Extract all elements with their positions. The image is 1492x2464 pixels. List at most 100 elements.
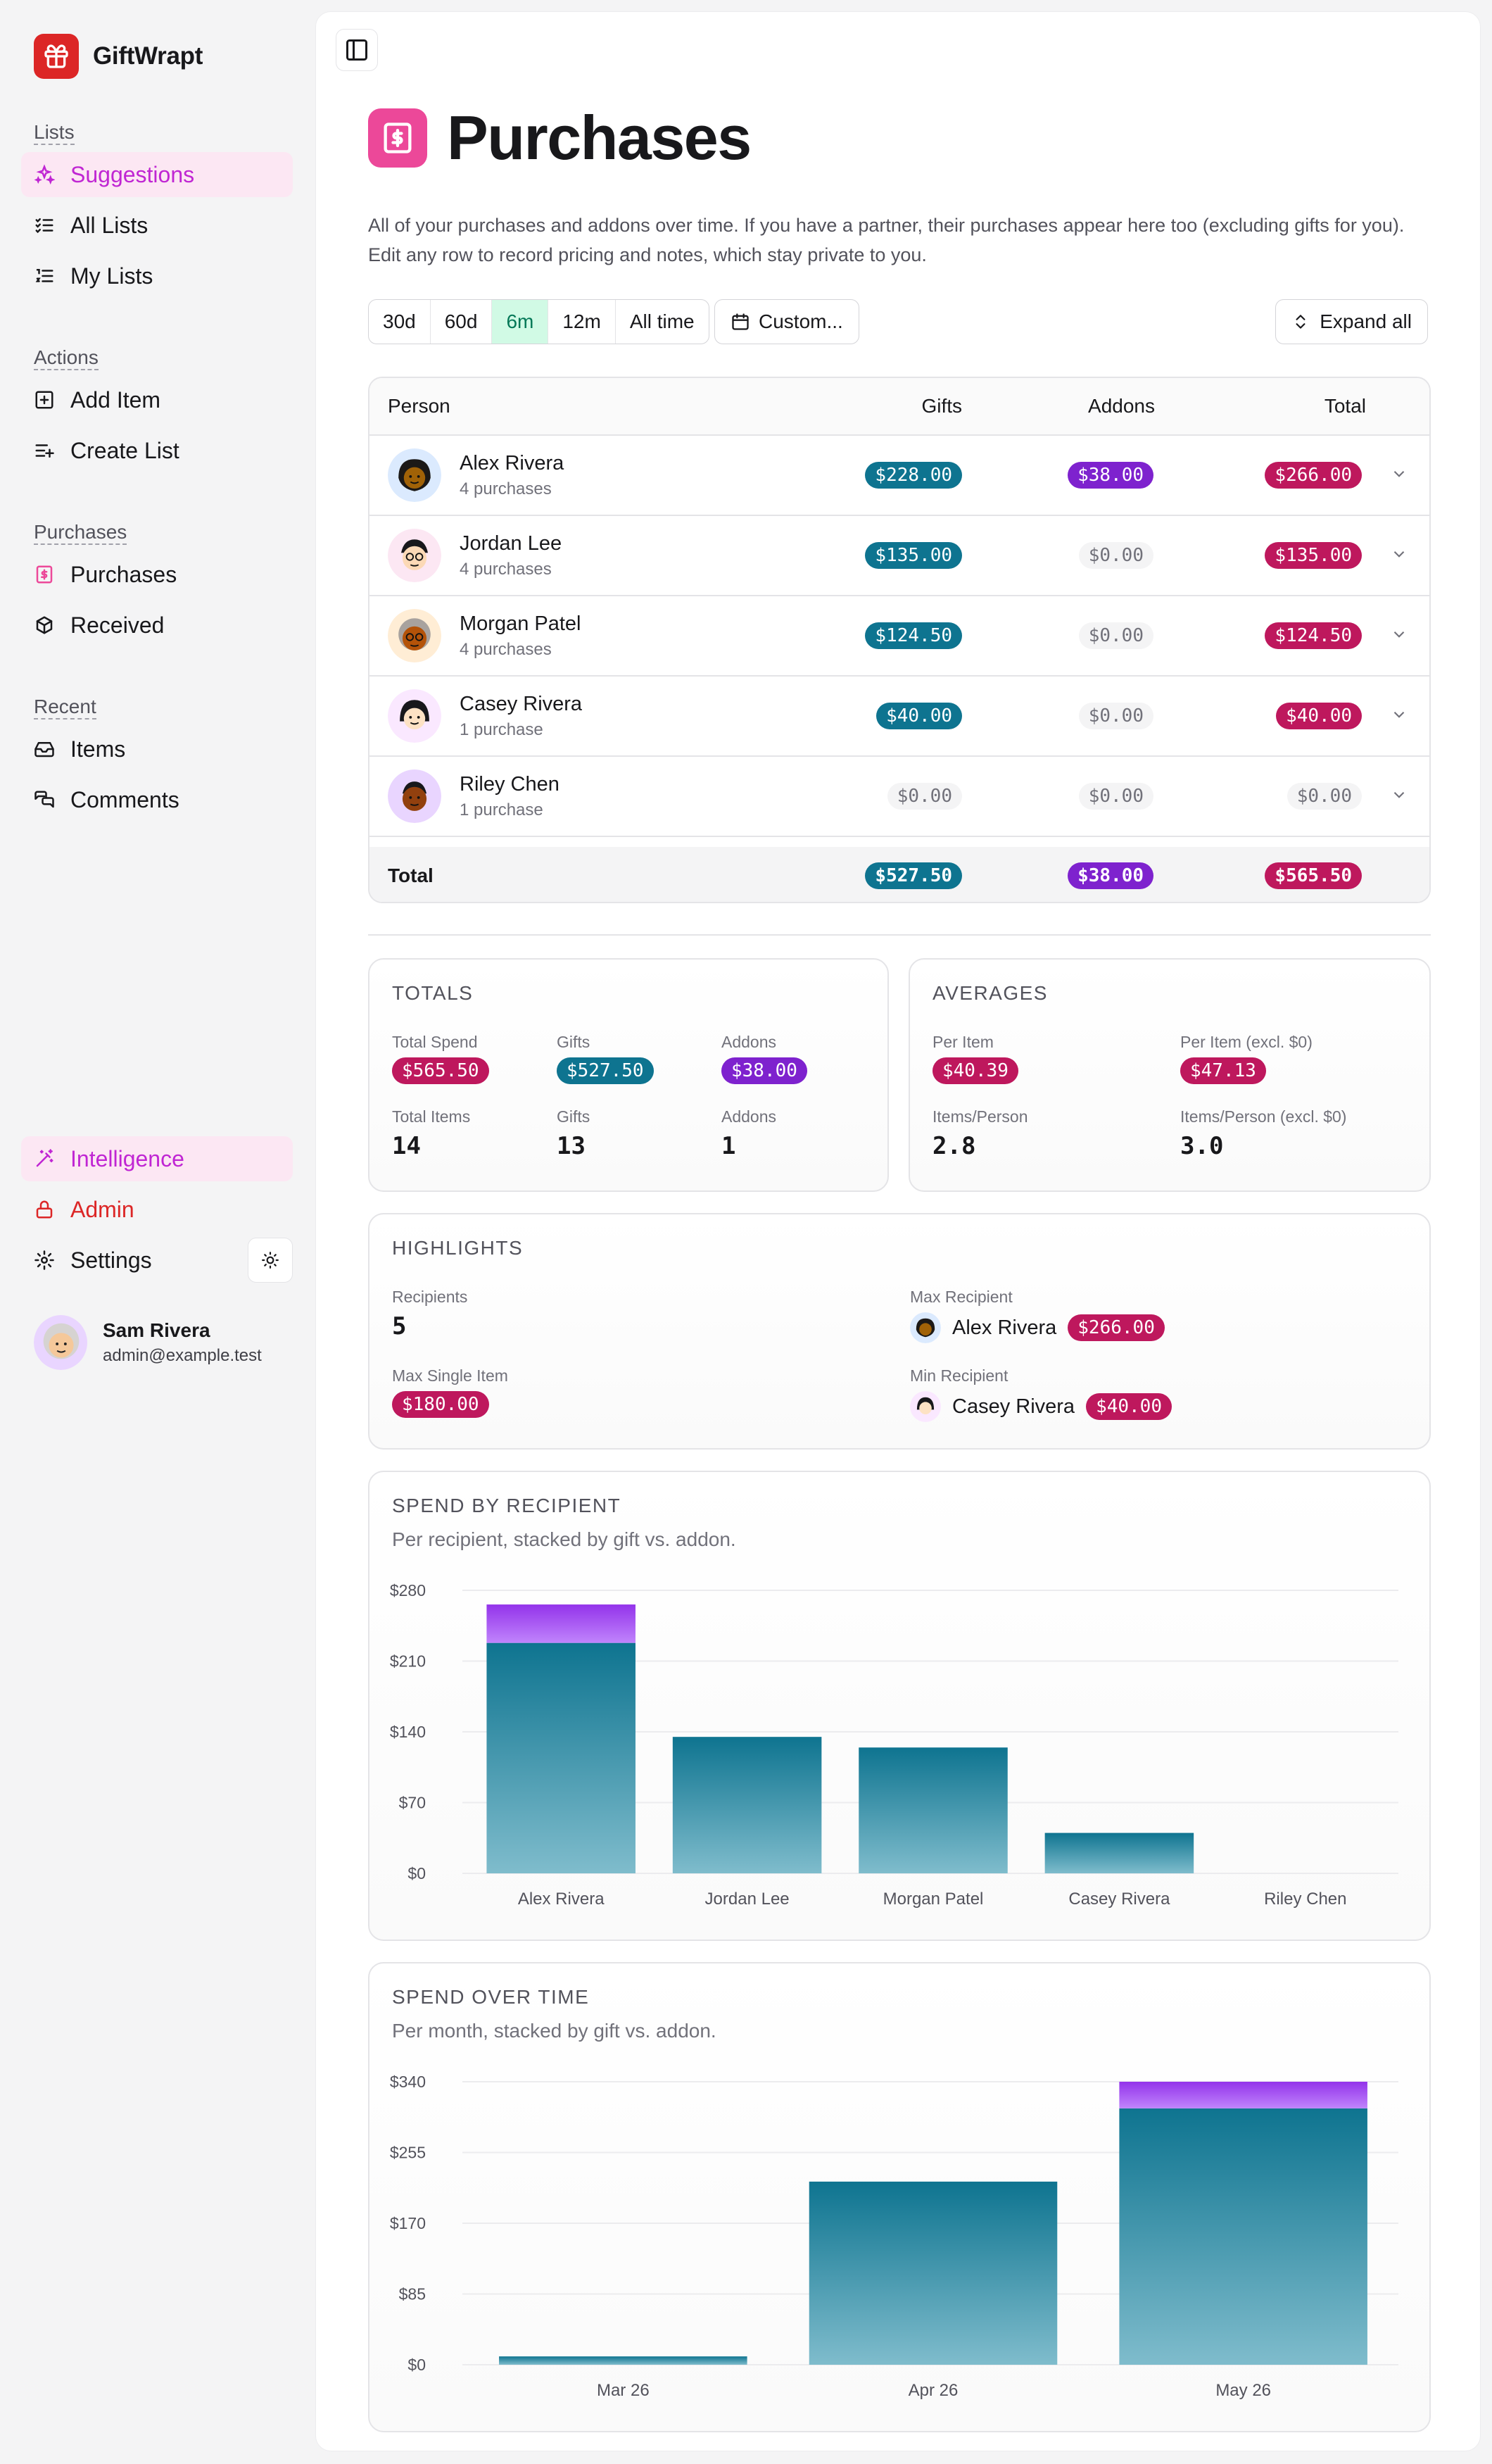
total-label: Total	[388, 865, 434, 886]
bar-gift[interactable]	[859, 1747, 1008, 1873]
lock-icon	[34, 1199, 55, 1220]
stat-label: Total Items	[392, 1107, 471, 1126]
chevron-down-icon[interactable]	[1390, 705, 1408, 727]
purchase-count: 1 purchase	[460, 719, 543, 739]
nav-group-title: Recent	[34, 696, 96, 719]
stat-label: Items/Person	[932, 1107, 1028, 1126]
purchase-count: 4 purchases	[460, 639, 552, 659]
chevron-down-icon[interactable]	[1390, 465, 1408, 486]
table-row[interactable]: Alex Rivera 4 purchases $228.00 $38.00 $2…	[369, 436, 1429, 516]
nav-group-title: Purchases	[34, 521, 127, 545]
bar-gift[interactable]	[1044, 1833, 1194, 1873]
chart-title: SPEND OVER TIME	[392, 1986, 590, 2008]
sidebar-item-label: Suggestions	[70, 161, 195, 187]
bar-addon[interactable]	[486, 1604, 636, 1643]
bar-gift[interactable]	[672, 1737, 822, 1873]
total-pill: $0.00	[1286, 783, 1362, 810]
stat-label: Gifts	[557, 1107, 590, 1126]
total-value: $135.00	[1265, 542, 1362, 569]
sidebar-toggle-button[interactable]	[336, 29, 378, 71]
x-tick-label: Alex Rivera	[518, 1890, 605, 1909]
sidebar-item-received[interactable]: Received	[21, 603, 293, 648]
table-row[interactable]: Riley Chen 1 purchase $0.00 $0.00 $0.00	[369, 757, 1429, 837]
user-card[interactable]: Sam Rivera admin@example.test	[34, 1315, 262, 1370]
chevrons-up-down-icon	[1296, 315, 1306, 329]
sidebar-item-add-item[interactable]: Add Item	[21, 377, 293, 422]
calendar-icon	[732, 313, 749, 330]
min-recipient-row: Casey Rivera $40.00	[910, 1391, 1172, 1422]
sidebar-item-settings[interactable]: Settings	[21, 1238, 293, 1283]
bar-addon[interactable]	[1119, 2082, 1367, 2108]
range-6m-button[interactable]: 6m	[492, 300, 549, 344]
expand-all-label: Expand all	[1320, 310, 1412, 332]
stat-value: $565.50	[392, 1057, 489, 1084]
total-value: $40.00	[1276, 703, 1362, 729]
inbox-icon	[34, 738, 55, 760]
bar-gift[interactable]	[1119, 2108, 1367, 2365]
stat-value: $527.50	[557, 1057, 654, 1084]
table-row[interactable]: Casey Rivera 1 purchase $40.00 $0.00 $40.…	[369, 677, 1429, 757]
list-plus-icon	[34, 440, 55, 461]
theme-toggle-button[interactable]	[248, 1238, 293, 1283]
stat-max-recipient: Max Recipient Alex Rivera $266.00	[910, 1288, 1165, 1343]
sidebar-item-my-lists[interactable]: My Lists	[21, 253, 293, 298]
stat-label: Addons	[721, 1033, 777, 1051]
nav-group-title: Lists	[34, 121, 75, 145]
gear-icon	[34, 1250, 55, 1271]
table-row[interactable]: Jordan Lee 4 purchases $135.00 $0.00 $135…	[369, 516, 1429, 596]
spend-over-time-card: SPEND OVER TIME Per month, stacked by gi…	[368, 1962, 1431, 2432]
range-all-time-button[interactable]: All time	[629, 310, 695, 332]
sidebar-item-intelligence[interactable]: Intelligence	[21, 1136, 293, 1181]
person-name: Alex Rivera	[460, 451, 564, 474]
bar-gift[interactable]	[499, 2356, 747, 2365]
sidebar-item-label: All Lists	[70, 212, 148, 238]
avatar	[388, 609, 441, 662]
y-tick-label: $0	[407, 1864, 426, 1882]
stat-value: 2.8	[932, 1132, 976, 1160]
custom-range-button[interactable]: Custom...	[714, 299, 859, 344]
stat-per-item-excl: Per Item (excl. $0) $47.13	[1180, 1033, 1313, 1084]
sidebar-item-admin[interactable]: Admin	[21, 1187, 293, 1232]
max-recipient-row: Alex Rivera $266.00	[910, 1312, 1165, 1343]
sidebar-item-create-list[interactable]: Create List	[21, 428, 293, 473]
stat-label: Max Recipient	[910, 1288, 1013, 1306]
y-tick-label: $140	[390, 1723, 426, 1741]
y-tick-label: $280	[390, 1581, 426, 1599]
custom-range-label: Custom...	[759, 310, 843, 332]
sidebar-item-comments[interactable]: Comments	[21, 777, 293, 822]
bar-gift[interactable]	[809, 2181, 1058, 2365]
grand-total: $565.50	[1265, 862, 1362, 889]
sidebar-item-purchases[interactable]: Purchases	[21, 552, 293, 597]
divider	[368, 934, 1431, 936]
stat-addons: Addons $38.00	[721, 1033, 807, 1084]
sidebar-item-all-lists[interactable]: All Lists	[21, 203, 293, 248]
range-12m-button[interactable]: 12m	[548, 300, 616, 344]
highlights-card: HIGHLIGHTS Recipients 5 Max Recipient Al…	[368, 1213, 1431, 1450]
sidebar-item-suggestions[interactable]: Suggestions	[21, 152, 293, 197]
gifts-total: $527.50	[865, 862, 962, 889]
chevron-down-icon[interactable]	[1390, 625, 1408, 647]
chevron-down-icon[interactable]	[1390, 545, 1408, 567]
table-row[interactable]: Morgan Patel 4 purchases $124.50 $0.00 $1…	[369, 596, 1429, 677]
expand-all-button[interactable]: Expand all	[1275, 299, 1428, 344]
brand[interactable]: GiftWrapt	[34, 34, 203, 79]
totals-card: TOTALS Total Spend $565.50 Gifts $527.50…	[368, 958, 889, 1192]
x-tick-label: Apr 26	[909, 2381, 959, 2400]
spend-over-time-chart: $0 $85 $170 $255 $340 Mar 26 Apr 26 May 26	[390, 2073, 1398, 2400]
range-30d-button[interactable]: 30d	[369, 300, 431, 344]
table-header: Person Gifts Addons Total	[369, 378, 1429, 436]
user-name: Sam Rivera	[103, 1319, 210, 1341]
page-title: Purchases	[447, 103, 752, 172]
total-pill: $124.50	[1265, 622, 1362, 649]
table-total-row: Total $527.50 $38.00 $565.50	[369, 847, 1429, 902]
stat-value: $40.39	[932, 1057, 1018, 1084]
range-60d-button[interactable]: 60d	[431, 300, 493, 344]
sidebar-item-items[interactable]: Items	[21, 727, 293, 772]
spend-by-recipient-chart: $0 $70 $140 $210 $280 Alex Rivera Jordan Lee Mo…	[390, 1581, 1398, 1909]
list-ordered-icon	[34, 265, 55, 287]
sidebar: GiftWrapt Lists Suggestions All Lists My…	[0, 0, 310, 2464]
gifts-value: $228.00	[865, 462, 962, 489]
app-name: GiftWrapt	[93, 42, 203, 70]
chevron-down-icon[interactable]	[1390, 786, 1408, 807]
bar-gift[interactable]	[486, 1642, 636, 1873]
